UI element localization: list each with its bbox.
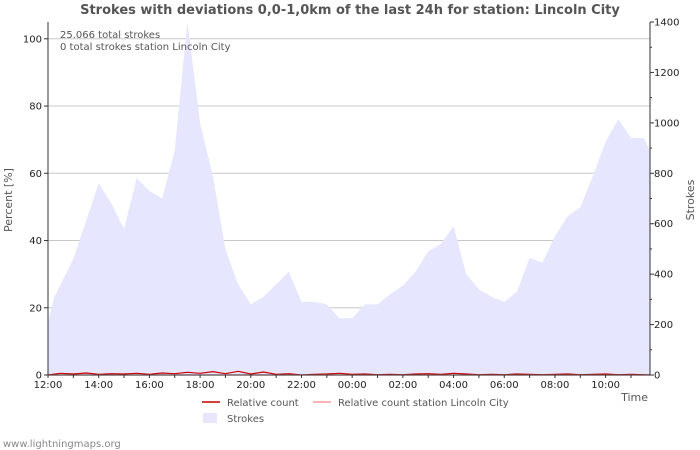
left-tick-label-0: 0 xyxy=(36,371,42,382)
left-tick-label-40: 40 xyxy=(29,236,42,247)
x-tick-label-10:00: 10:00 xyxy=(591,380,620,391)
right-tick-label-800: 800 xyxy=(654,169,673,180)
legend-label-relative-count: Relative count xyxy=(227,398,299,409)
legend-label-strokes: Strokes xyxy=(227,414,264,425)
right-tick-label-1000: 1000 xyxy=(654,118,679,129)
right-axis-ticks: 0 200 400 600 800 1000 1200 1400 xyxy=(650,18,679,382)
x-tick-label-20:00: 20:00 xyxy=(236,380,265,391)
x-tick-label-02:00: 02:00 xyxy=(388,380,417,391)
strokes-area-series xyxy=(48,22,650,375)
x-axis-label: Time xyxy=(620,391,648,404)
left-tick-label-20: 20 xyxy=(29,303,42,314)
x-tick-label-08:00: 08:00 xyxy=(541,380,570,391)
legend: Relative count Relative count station Li… xyxy=(202,398,509,425)
x-tick-label-14:00: 14:00 xyxy=(84,380,113,391)
right-tick-label-1200: 1200 xyxy=(654,68,679,79)
x-tick-label-18:00: 18:00 xyxy=(186,380,215,391)
right-tick-label-0: 0 xyxy=(654,371,660,382)
left-tick-label-100: 100 xyxy=(23,34,42,45)
relative-count-line xyxy=(47,370,651,376)
x-tick-label-04:00: 04:00 xyxy=(439,380,468,391)
y-axis-right-label: Strokes xyxy=(684,179,697,220)
left-tick-label-60: 60 xyxy=(29,169,42,180)
left-axis-ticks: 0 20 40 60 80 100 xyxy=(23,34,48,382)
footer-credit: www.lightningmaps.org xyxy=(3,439,121,450)
right-tick-label-400: 400 xyxy=(654,270,673,281)
x-axis-ticks: 12:00 14:00 16:00 18:00 20:00 22:00 00:00 02:00… xyxy=(34,375,632,391)
x-tick-label-22:00: 22:00 xyxy=(287,380,316,391)
annotation-station-strokes: 0 total strokes station Lincoln City xyxy=(60,42,231,53)
x-tick-label-06:00: 06:00 xyxy=(490,380,519,391)
legend-label-relative-station: Relative count station Lincoln City xyxy=(338,398,509,409)
y-axis-left-label: Percent [%] xyxy=(2,168,15,232)
right-tick-label-200: 200 xyxy=(654,320,673,331)
x-tick-label-00:00: 00:00 xyxy=(338,380,367,391)
x-tick-label-12:00: 12:00 xyxy=(34,380,63,391)
right-tick-label-1400: 1400 xyxy=(654,18,679,29)
right-tick-label-600: 600 xyxy=(654,219,673,230)
left-tick-label-80: 80 xyxy=(29,102,42,113)
strokes-area xyxy=(48,22,650,375)
annotation-total-strokes: 25.066 total strokes xyxy=(60,30,160,41)
legend-swatch-strokes xyxy=(203,413,217,423)
x-tick-label-16:00: 16:00 xyxy=(135,380,164,391)
chart-title: Strokes with deviations 0,0-1,0km of the… xyxy=(80,3,620,18)
